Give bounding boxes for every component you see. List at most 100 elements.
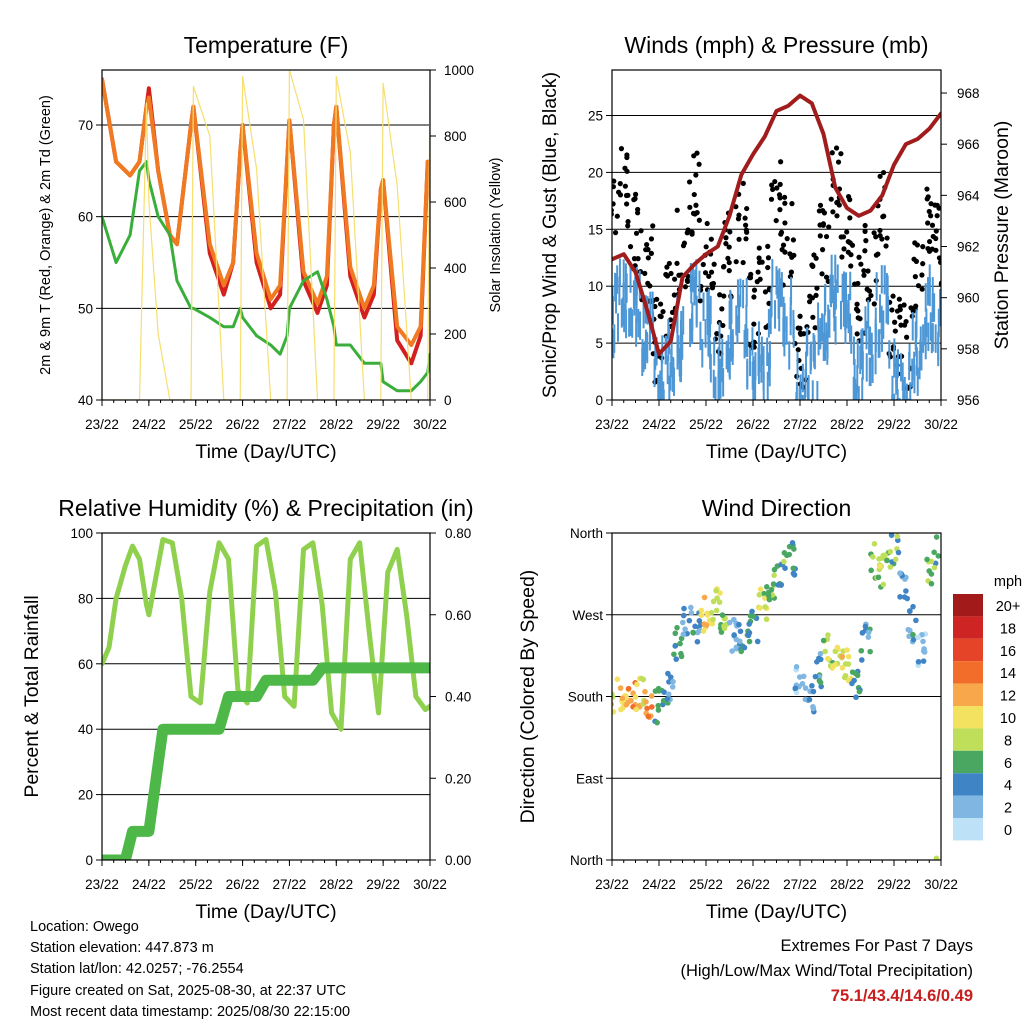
chart-direction-series-direction-point bbox=[887, 564, 894, 570]
chart-humidity-series-rh-line bbox=[102, 537, 430, 732]
chart-winds-series-gust-point bbox=[912, 240, 918, 246]
chart-winds-series-gust-point bbox=[943, 262, 948, 267]
latlon-text: Station lat/lon: 42.0257; -76.2554 bbox=[30, 961, 244, 978]
chart-winds-series-gust-point bbox=[617, 181, 623, 187]
chart-winds-ylabel2: Station Pressure (Maroon) bbox=[991, 121, 1013, 350]
chart-winds-series-gust-point bbox=[933, 235, 939, 242]
chart-winds-series-gust-point bbox=[826, 224, 832, 230]
chart-direction-series-direction-point bbox=[915, 658, 922, 665]
chart-winds-series-gust-point bbox=[612, 184, 616, 190]
chart-winds-series-gust-point bbox=[638, 228, 644, 234]
chart-direction-series-direction-point bbox=[793, 664, 800, 670]
chart-winds-series-gust-point bbox=[693, 172, 699, 178]
chart-direction-series-direction-point bbox=[644, 705, 650, 712]
chart-winds-series-gust-point bbox=[920, 261, 926, 267]
chart-direction-series-direction-point bbox=[761, 590, 767, 597]
chart-winds-plot-area bbox=[604, 93, 948, 400]
chart-winds-series-gust-point bbox=[604, 232, 609, 237]
chart-winds-series-gust-point bbox=[751, 294, 757, 300]
chart-direction-series-direction-point bbox=[763, 616, 770, 623]
chart-direction-series-direction-point bbox=[778, 582, 784, 588]
chart-winds-y2tick-label: 968 bbox=[957, 86, 980, 101]
chart-winds-series-gust-point bbox=[861, 272, 867, 278]
chart-winds-series-gust-point bbox=[612, 230, 619, 236]
chart-direction-series-direction-point bbox=[816, 674, 823, 680]
chart-winds-series-gust-point bbox=[848, 252, 854, 258]
chart-temperature-ytick-label: 40 bbox=[78, 393, 93, 408]
chart-direction-series-direction-point bbox=[920, 638, 926, 645]
speed-legend-swatch bbox=[953, 661, 983, 684]
chart-temperature-ylabel2: Solar Insolation (Yellow) bbox=[488, 157, 504, 312]
chart-temperature-y2tick-label: 400 bbox=[444, 261, 467, 276]
chart-direction-series-direction-point bbox=[750, 613, 757, 620]
chart-winds-series-gust-point bbox=[770, 186, 776, 193]
chart-winds-series-gust-point bbox=[934, 213, 940, 219]
chart-winds-series-gust-point bbox=[766, 300, 772, 307]
chart-direction-series-direction-point bbox=[875, 574, 882, 581]
chart-winds-series-gust-point bbox=[644, 242, 650, 248]
chart-winds-series-gust-point bbox=[904, 334, 910, 340]
chart-winds-series-gust-point bbox=[648, 250, 654, 256]
chart-winds-series-gust-point bbox=[708, 236, 714, 242]
chart-humidity-frame bbox=[101, 532, 431, 861]
chart-winds-xtick-label: 27/22 bbox=[783, 417, 817, 432]
chart-winds-series-gust-point bbox=[624, 152, 630, 158]
chart-direction-series-direction-point bbox=[716, 599, 723, 605]
chart-direction-series-direction-point bbox=[710, 616, 716, 623]
speed-legend-title: mph bbox=[994, 574, 1022, 590]
chart-direction-series-direction-point bbox=[809, 682, 815, 689]
chart-winds-series-gust-point bbox=[668, 270, 674, 277]
chart-temperature-frame bbox=[101, 69, 431, 401]
chart-direction-series-direction-point bbox=[839, 664, 846, 671]
chart-winds-y2tick-label: 956 bbox=[957, 393, 980, 408]
chart-direction-series-direction-point bbox=[856, 688, 863, 695]
chart-winds-series-gust-point bbox=[788, 269, 794, 275]
chart-humidity-title: Relative Humidity (%) & Precipitation (i… bbox=[58, 495, 473, 521]
chart-winds-series-gust-point bbox=[852, 281, 858, 287]
chart-winds-series-gust-point bbox=[813, 292, 819, 298]
chart-humidity-xtick-label: 23/22 bbox=[85, 877, 119, 892]
chart-direction-series-direction-point bbox=[733, 645, 740, 652]
chart-winds-series-gust-point bbox=[710, 280, 717, 287]
chart-winds-ytick-label: 10 bbox=[588, 279, 603, 294]
chart-direction-series-direction-point bbox=[907, 608, 913, 614]
chart-temperature-series-9m-t-line bbox=[102, 77, 430, 347]
chart-direction-series-direction-point bbox=[765, 592, 772, 599]
chart-winds-series-gust-point bbox=[765, 243, 771, 249]
chart-winds-y2tick-label: 966 bbox=[957, 137, 980, 152]
chart-winds-series-gust-point bbox=[714, 331, 720, 337]
chart-winds-y2tick-label: 960 bbox=[957, 291, 980, 306]
chart-winds-series-gust-point bbox=[864, 286, 870, 292]
chart-winds-series-gust-point bbox=[873, 234, 879, 240]
created-text: Figure created on Sat, 2025-08-30, at 22… bbox=[30, 982, 346, 999]
chart-temperature-xtick-label: 30/22 bbox=[413, 417, 447, 432]
chart-winds-series-gust-point bbox=[632, 191, 639, 198]
chart-winds-series-gust-point bbox=[671, 292, 677, 298]
chart-winds-series-gust-point bbox=[901, 302, 907, 308]
speed-legend-swatch bbox=[953, 750, 983, 774]
chart-winds-xtick-label: 25/22 bbox=[689, 417, 723, 432]
chart-winds-series-gust-point bbox=[897, 307, 903, 313]
chart-winds-y2tick-label: 964 bbox=[957, 188, 980, 203]
chart-winds-series-gust-point bbox=[740, 259, 746, 266]
chart-direction-series-direction-point bbox=[655, 702, 662, 709]
chart-winds-y2tick-label: 962 bbox=[957, 240, 980, 255]
chart-winds-series-gust-point bbox=[920, 244, 926, 250]
chart-temperature-y2tick-label: 600 bbox=[444, 195, 467, 210]
speed-legend-swatch bbox=[953, 773, 983, 796]
chart-winds-series-gust-point bbox=[703, 244, 709, 250]
chart-winds-series-gust-point bbox=[666, 260, 672, 267]
chart-winds-series-gust-point bbox=[790, 237, 797, 243]
chart-winds-series-gust-point bbox=[631, 256, 638, 262]
chart-direction-series-direction-point bbox=[669, 684, 676, 690]
chart-direction-series-direction-point bbox=[736, 638, 743, 645]
chart-winds-series-gust-point bbox=[943, 260, 948, 265]
chart-direction-series-direction-point bbox=[754, 638, 761, 645]
chart-direction-series-direction-point bbox=[731, 632, 737, 638]
chart-direction-series-direction-point bbox=[784, 552, 790, 559]
chart-winds-series-gust-point bbox=[647, 283, 653, 289]
chart-winds-series-gust-point bbox=[877, 232, 883, 239]
chart-direction-series-direction-point bbox=[845, 661, 852, 667]
chart-winds-series-gust-point bbox=[817, 202, 824, 208]
